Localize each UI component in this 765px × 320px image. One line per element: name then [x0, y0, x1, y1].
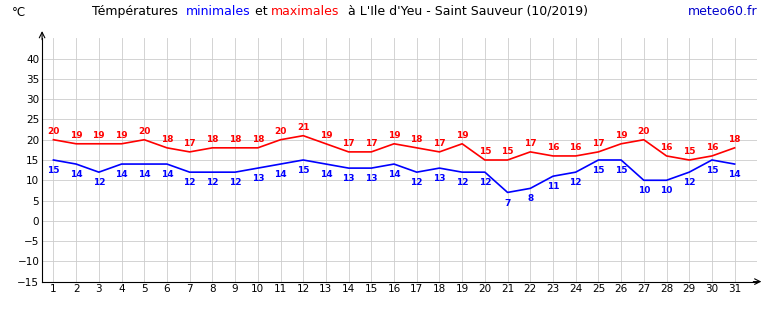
Text: 18: 18 — [206, 135, 219, 144]
Text: et: et — [251, 5, 272, 18]
Text: 13: 13 — [365, 174, 378, 183]
Text: 16: 16 — [547, 143, 559, 152]
Text: 13: 13 — [343, 174, 355, 183]
Text: 15: 15 — [683, 147, 695, 156]
Text: 19: 19 — [320, 131, 332, 140]
Text: °C: °C — [12, 6, 26, 19]
Text: 13: 13 — [433, 174, 446, 183]
Text: 19: 19 — [615, 131, 627, 140]
Text: 17: 17 — [592, 139, 604, 148]
Text: 12: 12 — [479, 178, 491, 187]
Text: 18: 18 — [411, 135, 423, 144]
Text: 15: 15 — [705, 166, 718, 175]
Text: 20: 20 — [637, 127, 650, 136]
Text: 19: 19 — [388, 131, 400, 140]
Text: 20: 20 — [275, 127, 287, 136]
Text: 14: 14 — [320, 170, 332, 179]
Text: 17: 17 — [184, 139, 196, 148]
Text: 19: 19 — [93, 131, 105, 140]
Text: 15: 15 — [479, 147, 491, 156]
Text: 14: 14 — [388, 170, 400, 179]
Text: maximales: maximales — [272, 5, 340, 18]
Text: 17: 17 — [433, 139, 446, 148]
Text: 7: 7 — [504, 198, 511, 207]
Text: 19: 19 — [116, 131, 128, 140]
Text: 18: 18 — [252, 135, 264, 144]
Text: 10: 10 — [660, 186, 672, 195]
Text: 18: 18 — [229, 135, 241, 144]
Text: 19: 19 — [70, 131, 83, 140]
Text: 16: 16 — [660, 143, 672, 152]
Text: 11: 11 — [547, 182, 559, 191]
Text: 16: 16 — [705, 143, 718, 152]
Text: 17: 17 — [342, 139, 355, 148]
Text: 14: 14 — [138, 170, 151, 179]
Text: minimales: minimales — [186, 5, 251, 18]
Text: 15: 15 — [592, 166, 604, 175]
Text: 8: 8 — [527, 195, 533, 204]
Text: 15: 15 — [47, 166, 60, 175]
Text: 12: 12 — [229, 178, 241, 187]
Text: Témpératures: Témpératures — [92, 5, 186, 18]
Text: 12: 12 — [456, 178, 468, 187]
Text: 15: 15 — [501, 147, 514, 156]
Text: 20: 20 — [138, 127, 151, 136]
Text: 12: 12 — [93, 178, 105, 187]
Text: 14: 14 — [728, 170, 741, 179]
Text: 10: 10 — [637, 186, 650, 195]
Text: 12: 12 — [206, 178, 219, 187]
Text: 21: 21 — [297, 123, 310, 132]
Text: meteo60.fr: meteo60.fr — [688, 5, 757, 18]
Text: à L'Ile d'Yeu - Saint Sauveur (10/2019): à L'Ile d'Yeu - Saint Sauveur (10/2019) — [340, 5, 588, 18]
Text: 20: 20 — [47, 127, 60, 136]
Text: 14: 14 — [161, 170, 174, 179]
Text: 14: 14 — [274, 170, 287, 179]
Text: 12: 12 — [184, 178, 196, 187]
Text: 12: 12 — [411, 178, 423, 187]
Text: 18: 18 — [728, 135, 741, 144]
Text: 16: 16 — [569, 143, 582, 152]
Text: 14: 14 — [116, 170, 128, 179]
Text: 15: 15 — [297, 166, 310, 175]
Text: 17: 17 — [365, 139, 378, 148]
Text: 19: 19 — [456, 131, 468, 140]
Text: 14: 14 — [70, 170, 83, 179]
Text: 15: 15 — [615, 166, 627, 175]
Text: 18: 18 — [161, 135, 173, 144]
Text: 13: 13 — [252, 174, 264, 183]
Text: 12: 12 — [569, 178, 582, 187]
Text: 12: 12 — [683, 178, 695, 187]
Text: 17: 17 — [524, 139, 536, 148]
